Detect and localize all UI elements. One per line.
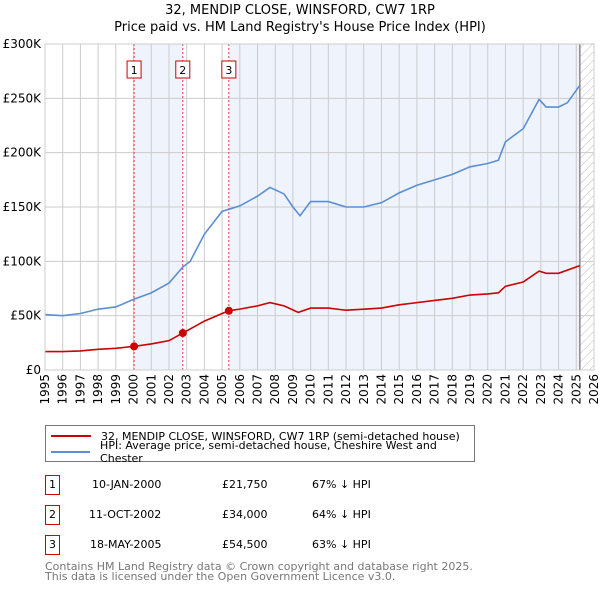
x-tick-label: 2018	[445, 374, 459, 405]
y-tick-label: £250K	[3, 91, 43, 105]
transaction-date: 18-MAY-2005	[90, 538, 162, 551]
legend-property: 32, MENDIP CLOSE, WINSFORD, CW7 1RP (sem…	[101, 429, 460, 443]
y-tick-label: £200K	[3, 146, 43, 160]
y-tick-label: £100K	[3, 254, 43, 268]
legend-hpi-swatch	[51, 451, 91, 453]
footer-licence: This data is licensed under the Open Gov…	[45, 570, 396, 583]
transaction-number: 2	[45, 505, 60, 525]
x-tick-label: 2021	[498, 374, 512, 405]
x-tick-label: 2005	[215, 374, 229, 405]
transaction-number: 1	[45, 475, 60, 495]
x-tick-label: 2004	[197, 374, 211, 405]
footer-copyright: Contains HM Land Registry data © Crown c…	[45, 560, 473, 573]
x-tick-label: 2013	[357, 374, 371, 405]
sale-point	[178, 329, 187, 338]
x-tick-label: 2002	[162, 374, 176, 405]
x-tick-label: 2022	[516, 374, 530, 405]
x-tick-label: 1996	[56, 374, 70, 405]
x-tick-label: 2006	[233, 374, 247, 405]
price-chart: 1995 1996 1997 1998 1999 2000 2001 2002 2003 2004…	[3, 37, 600, 405]
x-tick-label: 1998	[91, 374, 105, 405]
legend: 32, MENDIP CLOSE, WINSFORD, CW7 1RP (sem…	[45, 425, 475, 465]
x-tick-label: 1999	[109, 374, 123, 405]
sale-label-box	[126, 60, 142, 79]
x-tick-label: 2012	[339, 374, 353, 405]
x-tick-label: 2024	[552, 374, 566, 405]
x-tick-label: 2015	[392, 374, 406, 405]
x-tick-label: 2026	[587, 374, 600, 405]
transaction-price: £21,750	[222, 478, 268, 491]
x-tick-label: 2009	[286, 374, 300, 405]
y-tick-label: £50K	[10, 309, 42, 323]
x-tick-label: 2001	[144, 374, 158, 405]
transaction-price: £54,500	[222, 538, 268, 551]
sale-label: 3	[225, 64, 232, 77]
transaction-price: £34,000	[222, 508, 268, 521]
x-tick-label: 2000	[127, 374, 141, 405]
sale-label: 1	[131, 64, 138, 77]
legend-hpi: HPI: Average price, semi-detached house,…	[100, 439, 437, 465]
sale-point	[130, 342, 139, 351]
transaction-hpi: 67% ↓ HPI	[312, 478, 371, 491]
x-tick-label: 2020	[481, 374, 495, 405]
x-tick-label: 2007	[251, 374, 265, 405]
transaction-date: 11-OCT-2002	[89, 508, 162, 521]
sale-label-box	[221, 60, 237, 79]
chart-title: 32, MENDIP CLOSE, WINSFORD, CW7 1RP	[165, 3, 435, 18]
y-tick-label: £150K	[3, 200, 43, 214]
x-tick-label: 2016	[410, 374, 424, 405]
sale-label-box	[175, 60, 191, 79]
x-tick-label: 1995	[38, 374, 52, 405]
x-tick-label: 2023	[534, 374, 548, 405]
sale-label: 2	[179, 64, 186, 77]
x-tick-label: 2017	[428, 374, 442, 405]
x-tick-label: 2011	[321, 374, 335, 405]
x-tick-label: 2014	[374, 374, 388, 405]
x-tick-label: 2019	[463, 374, 477, 405]
chart-subtitle: Price paid vs. HM Land Registry's House …	[114, 20, 486, 35]
x-tick-label: 1997	[73, 374, 87, 405]
x-tick-label: 2010	[304, 374, 318, 405]
series-line	[44, 84, 581, 317]
plot-border	[44, 43, 595, 371]
sale-point	[224, 306, 233, 315]
y-tick-label: £0	[26, 363, 41, 377]
x-tick-label: 2008	[268, 374, 282, 405]
transaction-date: 10-JAN-2000	[92, 478, 162, 491]
transaction-hpi: 63% ↓ HPI	[312, 538, 371, 551]
legend-property-swatch	[51, 435, 91, 437]
transaction-number: 3	[45, 535, 60, 555]
y-tick-label: £300K	[3, 37, 43, 51]
transaction-hpi: 64% ↓ HPI	[312, 508, 371, 521]
x-tick-label: 2003	[180, 374, 194, 405]
x-tick-label: 2025	[569, 374, 583, 405]
series-line	[45, 264, 581, 353]
